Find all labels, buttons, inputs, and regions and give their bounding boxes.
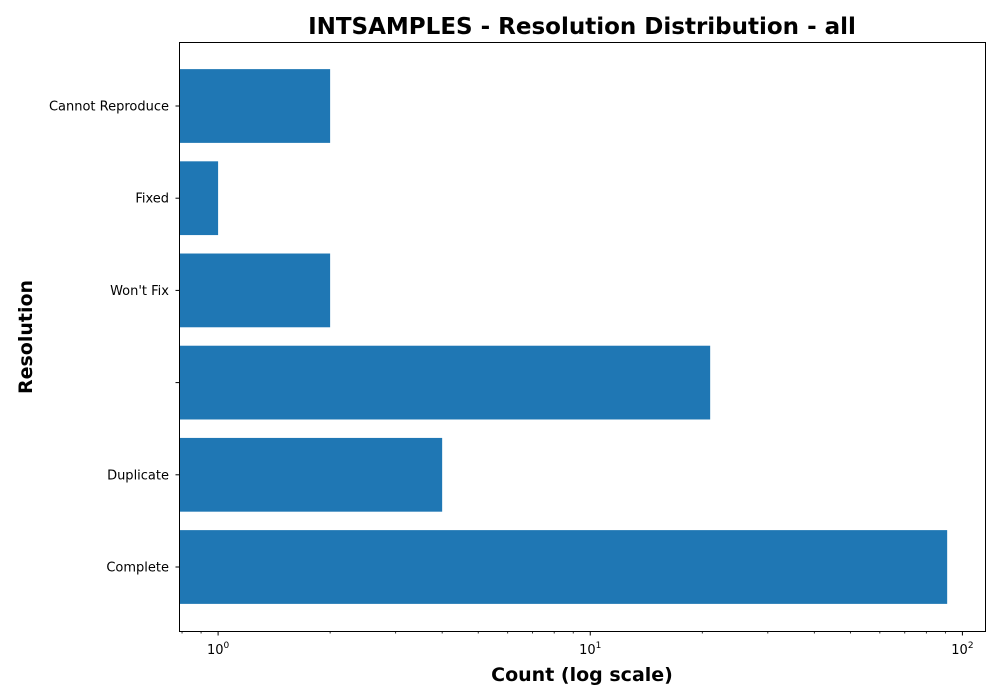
x-tick-label: 101 (579, 641, 601, 658)
bars-group (180, 69, 948, 604)
chart-title: INTSAMPLES - Resolution Distribution - a… (308, 14, 856, 40)
plot-frame (179, 42, 986, 632)
x-axis-ticks: 100 101 102 (181, 631, 974, 658)
x-tick-label: 102 (951, 641, 973, 658)
y-axis-ticks: Cannot Reproduce Fixed Won't Fix Duplicate C… (49, 100, 180, 576)
y-tick-label: Cannot Reproduce (49, 100, 169, 115)
y-axis-label: Resolution (15, 280, 37, 394)
y-tick-label: Duplicate (107, 468, 169, 483)
y-tick-label: Fixed (135, 192, 169, 207)
bar-cannot-reproduce (180, 69, 331, 143)
bar-fixed (180, 161, 219, 236)
y-tick-label: Complete (106, 561, 169, 576)
x-tick-label: 100 (207, 641, 230, 658)
bar-won-t-fix (180, 253, 331, 328)
bar-blank (180, 345, 711, 420)
x-axis-label: Count (log scale) (491, 664, 673, 686)
bar-duplicate (180, 437, 443, 512)
y-tick-label: Won't Fix (110, 284, 169, 299)
bar-complete (180, 530, 948, 604)
